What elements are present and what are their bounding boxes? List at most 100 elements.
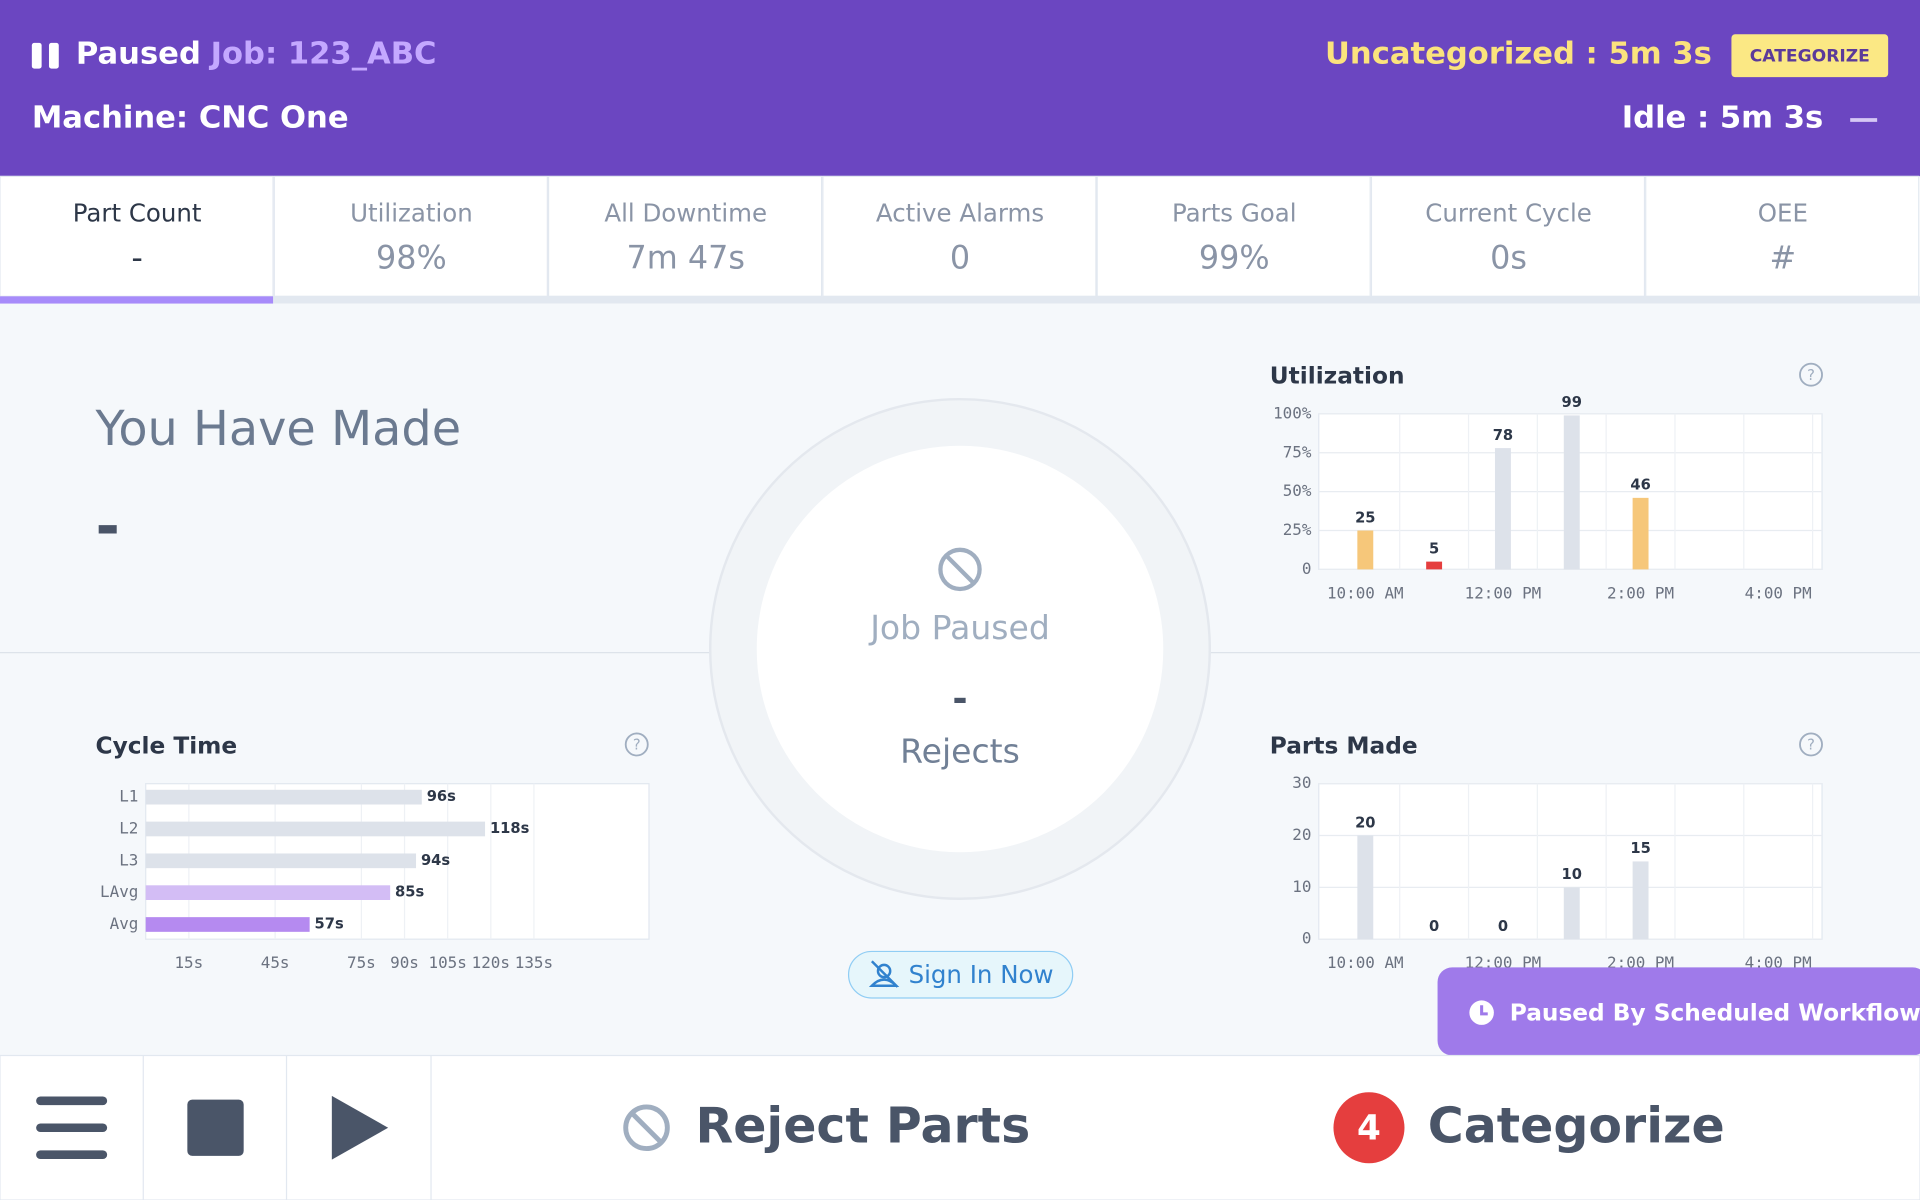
tab-value[interactable]: 7m 47s	[626, 239, 744, 277]
tab[interactable]	[1645, 175, 1920, 297]
bar	[145, 885, 391, 900]
tab-label[interactable]: Parts Goal	[1172, 198, 1297, 227]
value-label: 0	[1429, 918, 1439, 935]
bar	[145, 821, 486, 837]
value-label: 99	[1562, 394, 1582, 411]
bar	[1357, 835, 1374, 940]
value-label: 85s	[395, 884, 424, 901]
play-button[interactable]	[331, 1095, 389, 1160]
header-bar	[0, 0, 1920, 177]
tab-value[interactable]: 0s	[1490, 239, 1527, 277]
x-tick-label: 12:00 PM	[1465, 583, 1542, 602]
made-value: -	[96, 491, 120, 560]
tab-label[interactable]: All Downtime	[604, 198, 767, 227]
value-label: 46	[1630, 477, 1650, 494]
tab-value[interactable]: #	[1770, 239, 1797, 277]
tabs: Part Count - Utilization 98% All Downtime 7m …	[0, 175, 1920, 304]
sign-in-label[interactable]: Sign In Now	[909, 960, 1054, 989]
reject-button[interactable]: Reject Parts	[696, 1097, 1031, 1154]
idle: Idle : 5m 3s	[1622, 100, 1823, 135]
bar	[145, 853, 417, 869]
tab[interactable]	[1370, 175, 1646, 297]
y-tick-label: 25%	[1283, 520, 1312, 539]
clock-icon	[1480, 1005, 1488, 1016]
tab-label[interactable]: OEE	[1758, 198, 1808, 227]
x-tick-label: 10:00 AM	[1327, 953, 1404, 972]
bar	[1563, 415, 1580, 570]
reject-icon[interactable]	[630, 1111, 663, 1145]
tab[interactable]	[822, 175, 1097, 297]
tab[interactable]	[547, 175, 823, 297]
tab-value[interactable]: 99%	[1199, 239, 1270, 277]
bar	[1494, 448, 1511, 570]
help-icon[interactable]	[624, 732, 649, 757]
y-tick-label: 75%	[1283, 442, 1312, 461]
help-icon[interactable]: ?	[1807, 367, 1815, 384]
tab[interactable]	[1096, 175, 1371, 297]
x-tick-label: 105s	[429, 953, 467, 972]
x-tick-label: 45s	[261, 953, 290, 972]
x-tick-label: 2:00 PM	[1607, 583, 1674, 602]
center-status: Job Paused	[868, 608, 1050, 647]
y-tick-label: Avg	[110, 914, 139, 933]
tab-label[interactable]: Active Alarms	[876, 198, 1044, 227]
value-label: 57s	[315, 915, 344, 932]
y-tick-label: 0	[1302, 929, 1312, 948]
bar	[1563, 887, 1580, 940]
paused-icon	[938, 547, 982, 592]
bar	[1632, 861, 1649, 940]
categorize-footer-button[interactable]: Categorize	[1428, 1097, 1725, 1154]
tab-label[interactable]: Part Count	[73, 198, 202, 227]
help-icon[interactable]: ?	[633, 737, 641, 754]
y-tick-label: L2	[119, 818, 138, 837]
tab[interactable]	[273, 175, 548, 297]
x-tick-label: 135s	[515, 953, 553, 972]
center-label: Rejects	[900, 732, 1020, 771]
value-label: 15	[1630, 840, 1650, 857]
tab[interactable]	[0, 175, 274, 297]
help-icon[interactable]: ?	[1807, 737, 1815, 754]
y-tick-label: L3	[119, 850, 138, 869]
tab-value[interactable]: -	[131, 239, 143, 277]
tab-label[interactable]: Utilization	[350, 198, 473, 227]
tab-value[interactable]: 0	[950, 239, 970, 277]
x-tick-label: 75s	[347, 953, 376, 972]
value-label: 25	[1355, 509, 1375, 526]
value-label: 118s	[490, 820, 530, 837]
bar	[1426, 561, 1443, 570]
chart-title: Cycle Time	[96, 732, 238, 759]
y-tick-label: 100%	[1273, 403, 1312, 422]
tab-value[interactable]: 98%	[376, 239, 447, 277]
status: Paused	[76, 37, 201, 72]
value-label: 94s	[421, 852, 450, 869]
value-label: 96s	[427, 788, 456, 805]
categorize-button[interactable]	[1731, 34, 1889, 78]
y-tick-label: 50%	[1283, 481, 1312, 500]
tab-active-indicator	[0, 296, 274, 304]
x-tick-label: 15s	[174, 953, 203, 972]
paused-icon	[945, 554, 975, 585]
categorize-button-label[interactable]: CATEGORIZE	[1750, 46, 1870, 66]
sign-in-button[interactable]	[847, 950, 1074, 999]
y-tick-label: 10	[1292, 877, 1311, 896]
y-tick-label: 30	[1292, 773, 1311, 792]
menu-button[interactable]	[36, 1096, 108, 1159]
value-label: 10	[1562, 866, 1582, 883]
user-icon[interactable]	[868, 960, 900, 988]
footer	[0, 1054, 1920, 1200]
reject-icon[interactable]	[623, 1104, 670, 1152]
ring-inner	[756, 445, 1164, 853]
bar	[145, 789, 422, 805]
x-tick-label: 4:00 PM	[1745, 583, 1812, 602]
value-label: 0	[1498, 918, 1508, 935]
pause-icon	[31, 42, 42, 69]
tab-label[interactable]: Current Cycle	[1425, 198, 1592, 227]
y-tick-label: L1	[119, 787, 138, 806]
help-icon[interactable]	[1799, 362, 1823, 387]
bar	[145, 917, 310, 932]
user-icon[interactable]	[876, 963, 892, 979]
stop-button[interactable]	[187, 1099, 244, 1156]
help-icon[interactable]	[1799, 732, 1823, 757]
